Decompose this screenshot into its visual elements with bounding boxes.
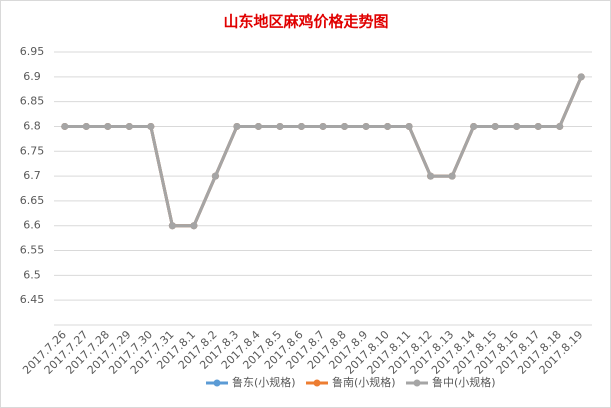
point <box>254 122 262 130</box>
point <box>104 122 112 130</box>
point <box>534 122 542 130</box>
legend-label: 鲁南(小规格) <box>332 375 396 389</box>
y-tick-label: 6.75 <box>20 144 45 157</box>
point <box>233 122 241 130</box>
chart-title: 山东地区麻鸡价格走势图 <box>223 13 388 31</box>
legend-label: 鲁东(小规格) <box>232 375 296 389</box>
point <box>513 122 521 130</box>
point <box>362 122 370 130</box>
point <box>341 122 349 130</box>
y-tick-label: 6.55 <box>20 244 45 257</box>
point <box>491 122 499 130</box>
point <box>211 172 219 180</box>
y-tick-label: 6.6 <box>23 219 41 232</box>
point <box>297 122 305 130</box>
point <box>125 122 133 130</box>
point <box>470 122 478 130</box>
point <box>82 122 90 130</box>
y-tick-label: 6.7 <box>23 169 41 182</box>
y-tick-label: 6.85 <box>20 95 45 108</box>
point <box>448 172 456 180</box>
y-tick-label: 6.45 <box>20 293 45 306</box>
point <box>384 122 392 130</box>
point <box>319 122 327 130</box>
point <box>556 122 564 130</box>
legend-marker <box>213 379 221 387</box>
legend-label: 鲁中(小规格) <box>432 375 496 389</box>
point <box>405 122 413 130</box>
point <box>190 222 198 230</box>
point <box>427 172 435 180</box>
legend-marker <box>413 379 421 387</box>
y-tick-label: 6.5 <box>23 268 41 281</box>
y-tick-label: 6.8 <box>23 119 41 132</box>
point <box>168 222 176 230</box>
y-tick-label: 6.65 <box>20 194 45 207</box>
point <box>147 122 155 130</box>
y-tick-label: 6.9 <box>23 70 41 83</box>
point <box>577 73 585 81</box>
point <box>276 122 284 130</box>
y-tick-label: 6.95 <box>20 45 45 58</box>
legend-marker <box>313 379 321 387</box>
point <box>61 122 69 130</box>
